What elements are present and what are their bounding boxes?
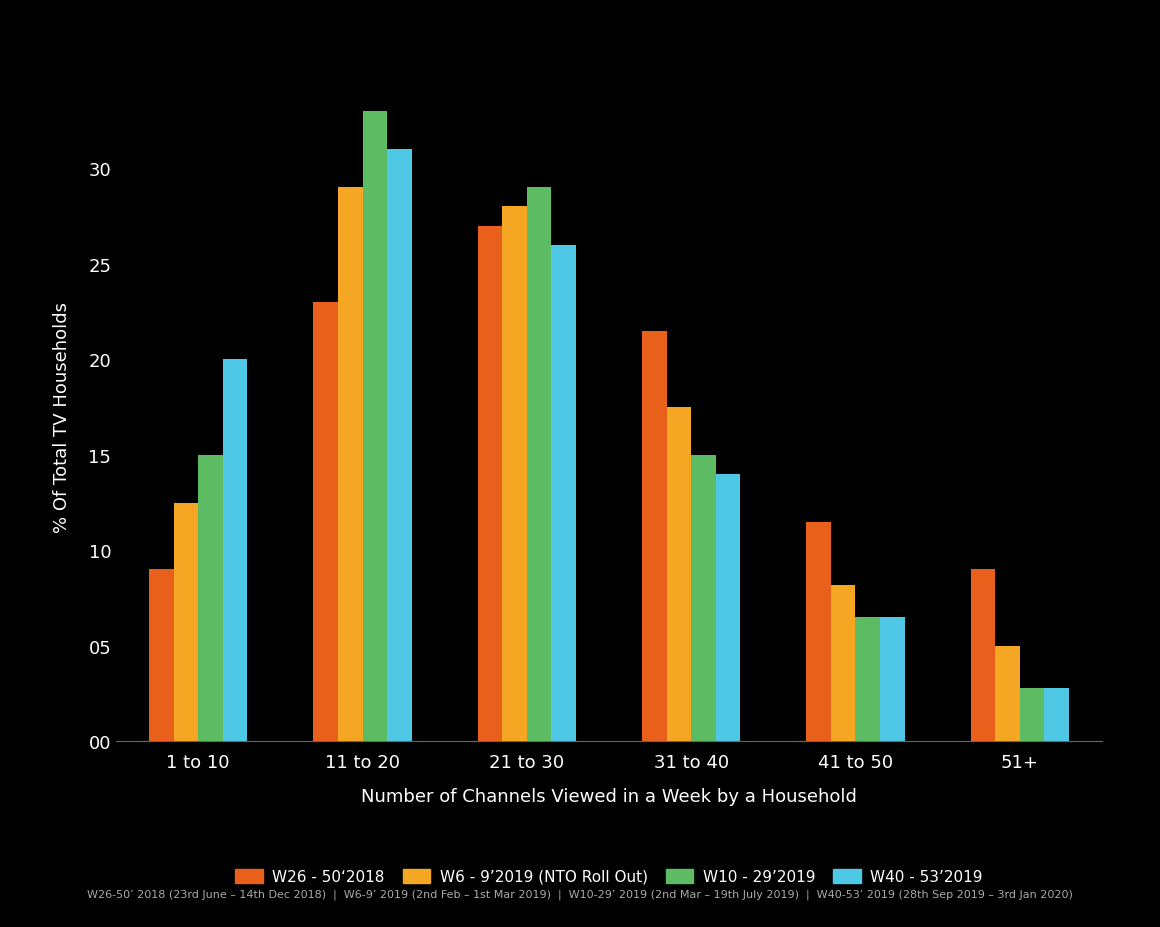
Bar [716,475,740,742]
Bar [527,188,551,742]
Bar [691,455,716,742]
Bar [831,585,855,742]
Bar [502,208,527,742]
Bar [551,246,577,742]
Y-axis label: % Of Total TV Households: % Of Total TV Households [53,302,72,532]
X-axis label: Number of Channels Viewed in a Week by a Household: Number of Channels Viewed in a Week by a… [361,787,857,806]
Bar [362,112,387,742]
Text: W26-50’ 2018 (23rd June – 14th Dec 2018)  |  W6-9’ 2019 (2nd Feb – 1st Mar 2019): W26-50’ 2018 (23rd June – 14th Dec 2018)… [87,889,1073,899]
Bar [148,570,174,742]
Bar [223,360,247,742]
Bar [880,617,905,742]
Bar [971,570,995,742]
Bar [387,150,412,742]
Bar [198,455,223,742]
Bar [855,617,880,742]
Bar [478,226,502,742]
Bar [995,646,1020,742]
Bar [667,408,691,742]
Bar [1044,688,1070,742]
Bar [1020,688,1044,742]
Bar [174,503,198,742]
Bar [641,331,667,742]
Bar [806,522,831,742]
Legend: W26 - 50‘2018, W6 - 9’2019 (NTO Roll Out), W10 - 29’2019, W40 - 53’2019: W26 - 50‘2018, W6 - 9’2019 (NTO Roll Out… [230,863,988,890]
Bar [313,302,338,742]
Bar [338,188,362,742]
